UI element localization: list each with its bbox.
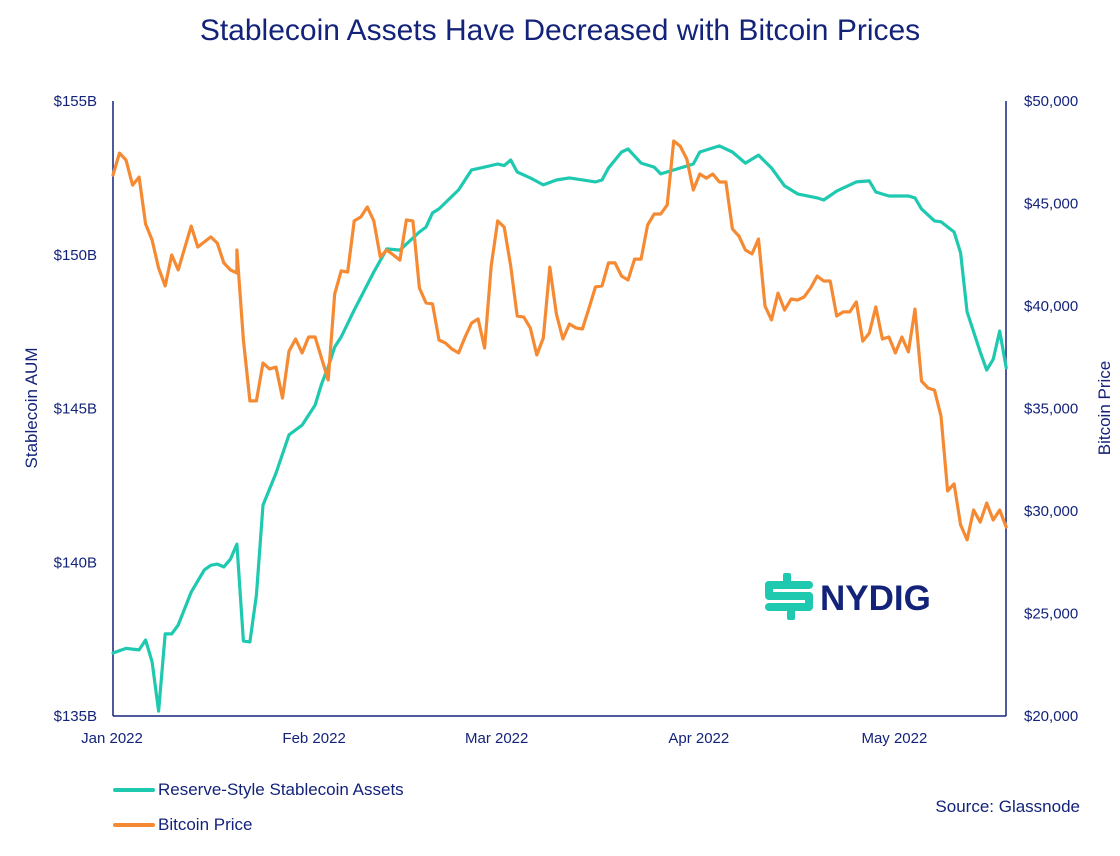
series-lines bbox=[111, 139, 1008, 713]
x-tick: Mar 2022 bbox=[465, 730, 528, 747]
legend-swatch-teal bbox=[113, 788, 155, 792]
y-tick-right: $20,000 bbox=[1024, 708, 1078, 725]
source-note: Source: Glassnode bbox=[935, 797, 1080, 816]
y-tick-left: $135B bbox=[54, 708, 97, 725]
legend-swatch-orange bbox=[113, 823, 155, 827]
series-line-stablecoin bbox=[111, 144, 1008, 713]
nydig-logo: NYDIG bbox=[765, 573, 931, 620]
y-tick-left: $155B bbox=[54, 93, 97, 110]
y-tick-right: $40,000 bbox=[1024, 298, 1078, 315]
y-axis-left-title: Stablecoin AUM bbox=[22, 348, 41, 469]
x-tick: Jan 2022 bbox=[81, 730, 143, 747]
series-line-bitcoin bbox=[111, 139, 1008, 542]
legend-label: Reserve-Style Stablecoin Assets bbox=[158, 780, 404, 799]
x-tick: May 2022 bbox=[861, 730, 927, 747]
y-tick-right: $50,000 bbox=[1024, 93, 1078, 110]
y-axis-right-title: Bitcoin Price bbox=[1095, 361, 1114, 455]
legend-item-bitcoin: Bitcoin Price bbox=[113, 815, 252, 835]
chart-title: Stablecoin Assets Have Decreased with Bi… bbox=[199, 14, 921, 47]
nydig-logo-text: NYDIG bbox=[820, 579, 931, 618]
y-tick-left: $150B bbox=[54, 247, 97, 264]
y-tick-right: $35,000 bbox=[1024, 401, 1078, 418]
legend-item-stablecoin: Reserve-Style Stablecoin Assets bbox=[113, 780, 404, 800]
x-tick: Feb 2022 bbox=[282, 730, 345, 747]
y-tick-left: $140B bbox=[54, 554, 97, 571]
legend-label: Bitcoin Price bbox=[158, 815, 253, 834]
y-tick-right: $45,000 bbox=[1024, 196, 1078, 213]
nydig-logo-mark bbox=[765, 573, 813, 620]
y-tick-right: $30,000 bbox=[1024, 503, 1078, 520]
x-tick: Apr 2022 bbox=[668, 730, 729, 747]
axes bbox=[112, 101, 1007, 717]
y-tick-left: $145B bbox=[54, 401, 97, 418]
y-tick-right: $25,000 bbox=[1024, 606, 1078, 623]
tick-labels: $155B $150B $145B $140B $135B $50,000 $45,000 $… bbox=[54, 93, 1079, 747]
